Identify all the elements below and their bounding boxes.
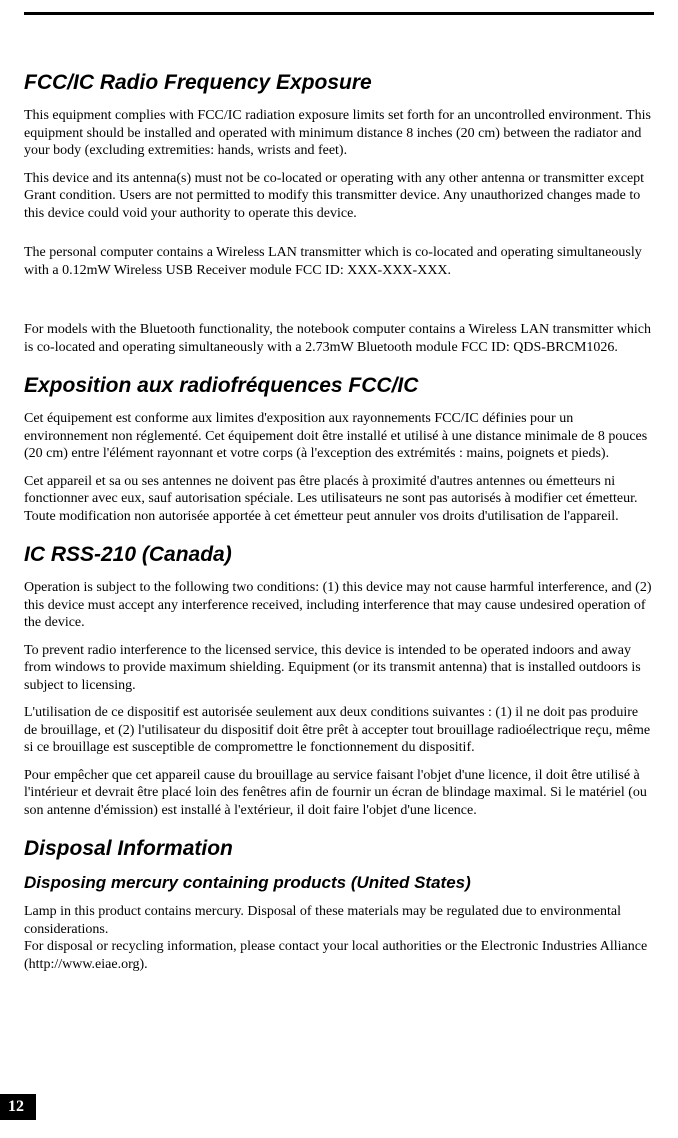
paragraph: L'utilisation de ce dispositif est autor… <box>24 704 654 757</box>
paragraph: Cet équipement est conforme aux limites … <box>24 410 654 463</box>
heading-icrss: IC RSS-210 (Canada) <box>24 543 654 567</box>
page-number: 12 <box>0 1094 36 1120</box>
paragraph: The personal computer contains a Wireles… <box>24 244 654 279</box>
paragraph: This equipment complies with FCC/IC radi… <box>24 107 654 160</box>
paragraph: Lamp in this product contains mercury. D… <box>24 903 654 973</box>
paragraph: Pour empêcher que cet appareil cause du … <box>24 767 654 820</box>
heading-disposal: Disposal Information <box>24 837 654 861</box>
subheading-disposal-mercury: Disposing mercury containing products (U… <box>24 873 654 893</box>
paragraph: To prevent radio interference to the lic… <box>24 642 654 695</box>
heading-fcc: FCC/IC Radio Frequency Exposure <box>24 71 654 95</box>
heading-exposition: Exposition aux radiofréquences FCC/IC <box>24 374 654 398</box>
paragraph: Operation is subject to the following tw… <box>24 579 654 632</box>
paragraph: For models with the Bluetooth functional… <box>24 321 654 356</box>
page-content: FCC/IC Radio Frequency Exposure This equ… <box>0 15 678 973</box>
paragraph: Cet appareil et sa ou ses antennes ne do… <box>24 473 654 526</box>
paragraph: This device and its antenna(s) must not … <box>24 170 654 223</box>
